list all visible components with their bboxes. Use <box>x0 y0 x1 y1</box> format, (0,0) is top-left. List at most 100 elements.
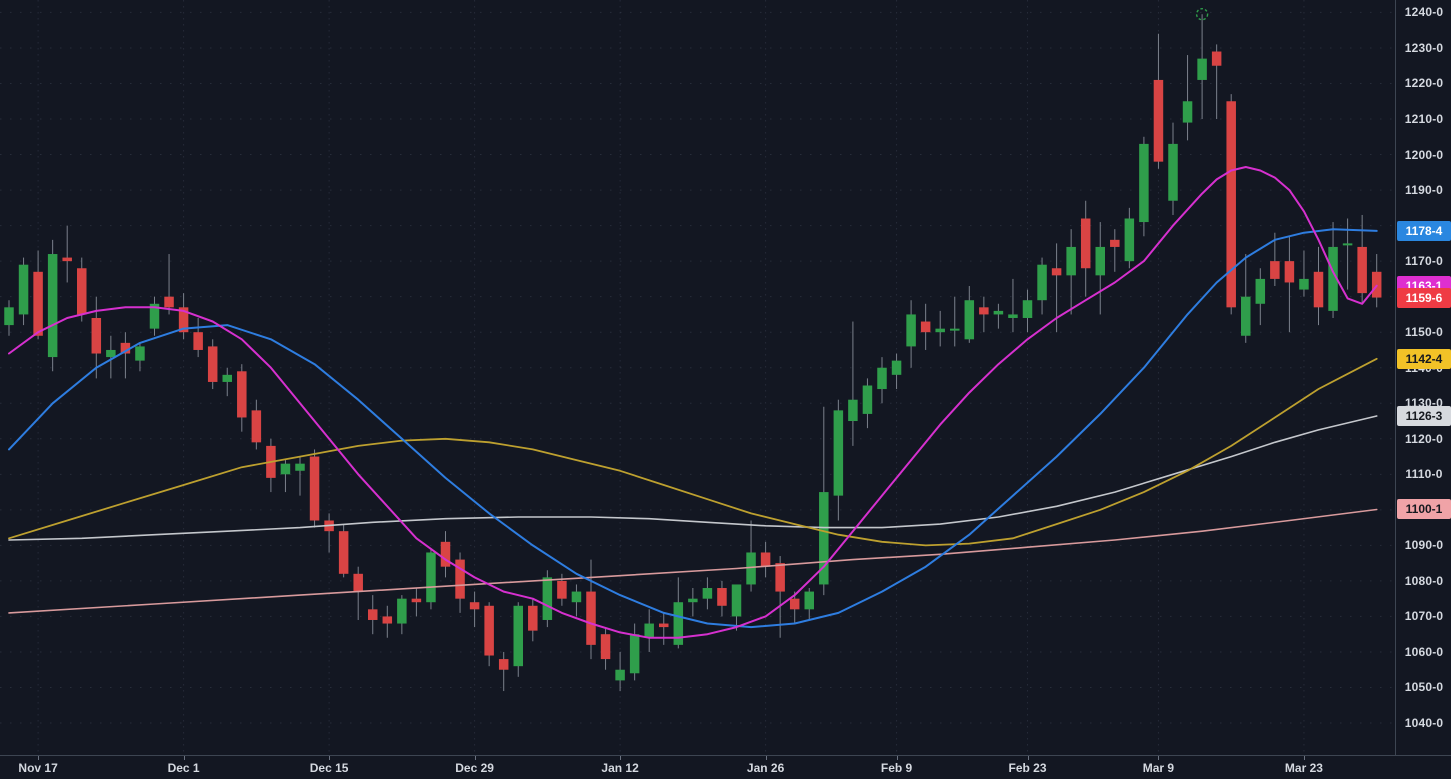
time-tick <box>896 756 898 760</box>
time-label: Dec 1 <box>167 761 200 775</box>
candle <box>164 254 174 315</box>
candle <box>178 293 189 340</box>
candle <box>789 591 800 624</box>
candle-body-down <box>338 531 349 574</box>
candle-body-down <box>775 563 785 592</box>
candle-body-up <box>644 623 654 638</box>
candle-body-up <box>964 300 975 340</box>
candle <box>1037 257 1047 315</box>
candle <box>368 595 378 635</box>
time-tick <box>1303 756 1305 760</box>
candle-body-down <box>1284 261 1295 283</box>
price-label: 1080-0 <box>1404 573 1444 588</box>
line-ma-magenta <box>8 166 1378 639</box>
price-axis[interactable]: 1240-01230-01220-01210-01200-01190-01180… <box>1395 0 1451 755</box>
time-axis[interactable]: Nov 17 Dec 1 Dec 15 Dec 29 Jan 12 Jan 26 Feb 9… <box>0 755 1451 779</box>
candle <box>120 332 131 379</box>
candle-body-down <box>237 371 247 418</box>
candle <box>484 602 494 667</box>
candle <box>920 303 931 350</box>
candle <box>498 651 509 692</box>
candle <box>833 399 844 521</box>
candle-body-down <box>193 332 203 350</box>
price-label: 1200-0 <box>1404 147 1444 162</box>
candle-body-down <box>91 317 102 354</box>
candle-body-up <box>513 605 523 667</box>
price-label: 1170-0 <box>1405 254 1443 269</box>
candle <box>47 239 58 372</box>
candlestick-chart[interactable] <box>0 0 1395 755</box>
candle <box>1299 250 1309 297</box>
candle <box>1066 229 1076 315</box>
candle <box>600 627 611 670</box>
candle <box>688 588 698 617</box>
candle-body-down <box>411 598 422 603</box>
candle-body-up <box>862 385 873 414</box>
candle-body-up <box>731 584 742 617</box>
last-price-badge: 1159-6 <box>1397 287 1451 308</box>
candle-body-up <box>1139 143 1149 223</box>
candle <box>455 552 465 613</box>
candle <box>935 310 945 347</box>
candle <box>659 612 669 645</box>
candle-body-up <box>702 588 713 599</box>
price-label: 1090-0 <box>1404 538 1444 553</box>
candle <box>106 335 116 379</box>
candle-body-up <box>1342 243 1353 246</box>
time-tick <box>38 756 40 760</box>
candle-body-up <box>295 463 305 471</box>
candle-body-up <box>906 314 916 347</box>
price-label: 1190-0 <box>1405 183 1443 198</box>
candle-body-up <box>1255 278 1266 304</box>
candle <box>1022 289 1033 333</box>
candle-body-up <box>1197 58 1207 80</box>
time-label: Feb 23 <box>1008 761 1047 775</box>
candle-body-up <box>149 303 160 329</box>
candle-body-down <box>484 605 494 656</box>
time-label: Nov 17 <box>18 761 58 775</box>
candle-body-down <box>557 580 567 599</box>
candle <box>1270 232 1280 287</box>
chart-canvas[interactable] <box>0 0 1395 755</box>
candle <box>1139 136 1149 237</box>
candle-body-down <box>920 321 931 333</box>
candle-body-up <box>1095 246 1105 276</box>
time-tick <box>620 756 622 760</box>
candle <box>964 286 975 343</box>
price-label: 1150-0 <box>1405 325 1443 340</box>
candle <box>979 296 989 333</box>
candle-body-up <box>397 598 407 624</box>
time-label: Jan 26 <box>746 761 785 775</box>
candle-body-up <box>426 552 436 603</box>
candle <box>266 438 276 493</box>
candle-body-down <box>979 307 989 315</box>
candle-body-down <box>77 268 87 315</box>
candle <box>33 250 43 340</box>
candle <box>1371 254 1382 308</box>
candle <box>18 257 29 326</box>
price-label: 1220-0 <box>1404 76 1444 91</box>
high-annotation-circle <box>1195 8 1209 21</box>
candle-body-up <box>106 349 116 358</box>
candle <box>673 577 684 649</box>
time-label: Mar 23 <box>1284 761 1323 775</box>
candle-body-down <box>120 342 131 354</box>
candle <box>397 595 407 635</box>
candle-body-down <box>309 456 320 521</box>
candle <box>280 460 291 493</box>
price-label: 1050-0 <box>1404 680 1444 695</box>
price-label: 1070-0 <box>1404 609 1444 624</box>
candle-body-down <box>368 609 378 620</box>
candle-body-down <box>440 541 451 567</box>
candle-body-up <box>891 360 902 375</box>
ma-yellow-badge: 1142-4 <box>1397 348 1451 369</box>
candle-body-up <box>135 346 145 361</box>
candle <box>324 513 334 553</box>
candle-body-down <box>455 559 465 599</box>
candle-body-down <box>1371 271 1382 298</box>
candle-body-up <box>1124 218 1135 262</box>
candle <box>207 339 218 390</box>
candle <box>338 524 349 578</box>
candle-body-down <box>353 573 363 592</box>
